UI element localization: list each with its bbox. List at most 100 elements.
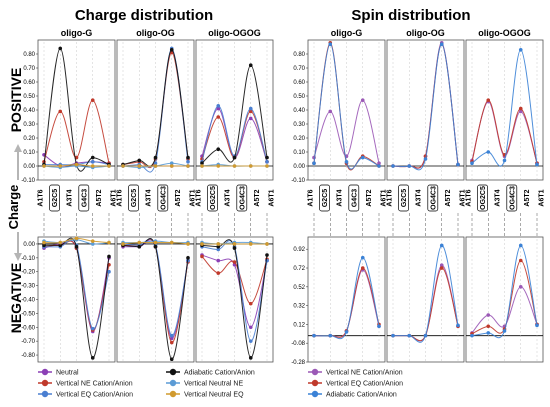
legend-label: Vertical EQ Cation/Anion <box>56 392 133 399</box>
panel-title: oligo-G <box>331 28 363 38</box>
y-tick-label: 0.30 <box>293 122 305 128</box>
x-label-box <box>427 184 439 212</box>
data-point <box>265 242 269 246</box>
data-point <box>328 42 333 46</box>
series-adiabatic-cation-anion <box>470 48 539 167</box>
data-point <box>169 161 174 165</box>
y-tick-label: 0.20 <box>293 136 305 142</box>
data-point <box>518 258 523 263</box>
data-point <box>90 242 95 246</box>
data-point <box>216 104 221 108</box>
data-point <box>200 254 204 259</box>
data-point <box>248 164 253 168</box>
data-point <box>216 244 221 249</box>
data-point <box>137 240 142 245</box>
data-point <box>137 158 142 163</box>
panel-title: oligo-OGOG <box>478 28 531 38</box>
legend-swatch-dot <box>169 368 177 376</box>
x-tick-label: OG4C3 <box>160 186 167 210</box>
y-tick-label: -0.08 <box>291 341 305 347</box>
panel-title: oligo-OG <box>136 28 175 38</box>
arrow-down-head <box>14 253 22 261</box>
data-point <box>200 164 204 168</box>
data-point <box>153 240 158 245</box>
series-line <box>201 64 268 164</box>
data-point <box>486 98 491 102</box>
y-tick-label: -0.20 <box>21 270 35 276</box>
data-point <box>377 324 381 329</box>
data-point <box>42 164 46 168</box>
y-tick-label: -0.28 <box>291 360 305 366</box>
legend-swatch-dot <box>311 390 319 398</box>
series-line <box>122 49 189 167</box>
data-point <box>486 150 491 154</box>
x-tick-label: OG2C5 <box>210 186 217 210</box>
series-vertical-eq-cation-anion <box>121 46 190 173</box>
panel-frame <box>307 236 386 363</box>
series-vertical-neutral-eq <box>200 242 269 246</box>
y-tick-label: 0.30 <box>23 122 35 128</box>
data-point <box>502 158 507 163</box>
data-point <box>391 164 395 168</box>
y-tick-label: 0.40 <box>293 108 305 114</box>
data-point <box>407 164 412 168</box>
data-point <box>423 157 428 161</box>
x-tick-label: A1T6 <box>196 189 203 206</box>
y-tick-label: 0.32 <box>293 304 305 310</box>
chart-panel-10 <box>386 236 465 363</box>
data-point <box>58 164 63 168</box>
data-point <box>42 240 46 245</box>
data-point <box>470 333 474 338</box>
data-point <box>153 244 158 249</box>
x-tick-label: A3T4 <box>146 189 153 206</box>
data-point <box>486 331 491 335</box>
series-adiabatic-cation-anion <box>42 46 111 172</box>
data-point <box>216 242 221 246</box>
data-point <box>42 243 46 248</box>
data-point <box>169 50 174 55</box>
data-point <box>391 333 395 338</box>
series-line <box>122 238 189 337</box>
data-point <box>186 256 190 260</box>
data-point <box>344 330 349 334</box>
x-tick-label: G2C5 <box>322 189 329 207</box>
y-tick-label: 0.50 <box>293 94 305 100</box>
data-point <box>107 269 111 274</box>
data-point <box>232 246 237 250</box>
data-point <box>153 164 158 168</box>
x-tick-label: OG2C5 <box>480 186 487 210</box>
y-tick-label: 0.10 <box>293 150 305 156</box>
series-line <box>471 49 538 167</box>
x-tick-label: A1T6 <box>308 189 315 206</box>
series-line <box>201 240 268 342</box>
panel-title: oligo-OGOG <box>208 28 261 38</box>
data-point <box>248 301 253 306</box>
series-vertical-neutral-eq <box>121 240 190 246</box>
y-tick-label: -0.60 <box>21 325 35 331</box>
legend-label: Neutral <box>56 370 79 377</box>
x-labels-9: A1T6 OG2C5 A3T4 OG4C3 A5T2 A6T1 <box>466 184 546 212</box>
data-point <box>90 356 95 360</box>
data-point <box>518 109 523 114</box>
chart-panel-4 <box>116 236 195 363</box>
data-point <box>265 155 269 160</box>
data-point <box>328 109 333 114</box>
data-point <box>232 164 237 168</box>
x-label-box <box>319 184 330 212</box>
data-point <box>248 63 253 67</box>
y-tick-label: 0.72 <box>293 266 305 272</box>
series-adiabatic-cation-anion <box>42 237 111 360</box>
data-point <box>186 242 190 246</box>
data-point <box>186 160 190 164</box>
legend-label: Vertical NE Cation/Anion <box>56 381 133 388</box>
data-point <box>232 242 237 246</box>
x-tick-label: G4C3 <box>81 189 88 207</box>
y-tick-label: 0.70 <box>293 66 305 72</box>
legend-item: Vertical EQ Cation/Anion <box>38 390 133 399</box>
data-point <box>248 339 253 343</box>
x-tick-label: A3T4 <box>67 189 74 206</box>
data-point <box>439 263 444 267</box>
data-point <box>90 160 95 164</box>
data-point <box>502 329 507 333</box>
data-point <box>360 266 365 270</box>
